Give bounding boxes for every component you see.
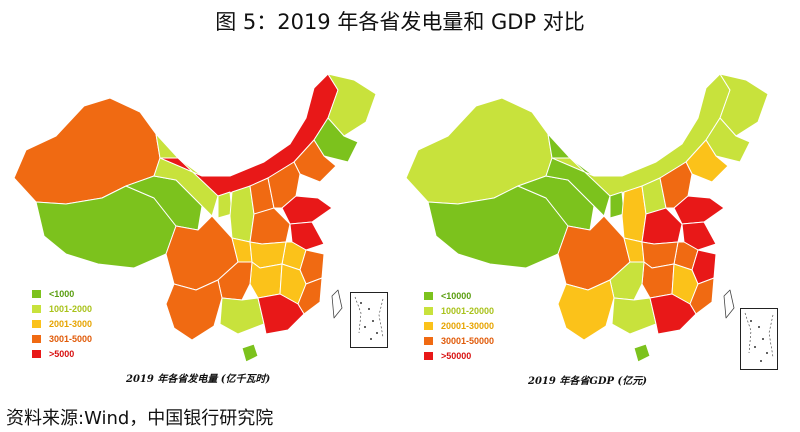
legend-item: 3001-5000 bbox=[32, 331, 92, 346]
caption-gdp: 2019 年各省GDP (亿元) bbox=[528, 376, 647, 387]
legend-gdp: <10000 10001-20000 20001-30000 30001-500… bbox=[424, 288, 494, 363]
region-jiangsu bbox=[681, 221, 717, 251]
region-heilongjiang bbox=[327, 73, 377, 137]
region-heilongjiang bbox=[719, 73, 769, 137]
legend-item: 1001-2000 bbox=[32, 301, 92, 316]
region-guangxi bbox=[219, 297, 265, 335]
figure-title: 图 5：2019 年各省发电量和 GDP 对比 bbox=[215, 10, 585, 34]
region-fujian bbox=[297, 277, 323, 315]
region-henan bbox=[249, 207, 291, 245]
region-henan bbox=[641, 207, 683, 245]
region-hunan bbox=[249, 261, 283, 299]
region-yunnan bbox=[557, 279, 615, 341]
region-taiwan bbox=[331, 289, 343, 319]
legend-item: 20001-30000 bbox=[424, 318, 494, 333]
legend-item: 10001-20000 bbox=[424, 303, 494, 318]
gdp-map bbox=[398, 58, 778, 378]
legend-power-generation: <1000 1001-2000 2001-3000 3001-5000 >500… bbox=[32, 286, 92, 361]
region-gansu bbox=[545, 133, 611, 217]
south-china-sea-inset-right bbox=[740, 308, 778, 370]
region-taiwan bbox=[723, 289, 735, 319]
region-shaanxi bbox=[229, 185, 255, 243]
region-yunnan bbox=[165, 279, 223, 341]
region-hainan bbox=[241, 343, 259, 363]
legend-item: 2001-3000 bbox=[32, 316, 92, 331]
caption-power-generation: 2019 年各省发电量 (亿千瓦时) bbox=[126, 374, 271, 385]
region-guangxi bbox=[611, 297, 657, 335]
source-note: 资料来源:Wind，中国银行研究院 bbox=[6, 408, 274, 429]
region-guangdong bbox=[257, 293, 305, 335]
legend-item: 30001-50000 bbox=[424, 333, 494, 348]
region-guangdong bbox=[649, 293, 697, 335]
region-jiangsu bbox=[289, 221, 325, 251]
legend-item: <1000 bbox=[32, 286, 92, 301]
south-china-sea-inset-left bbox=[350, 292, 388, 348]
region-hainan bbox=[633, 343, 651, 363]
region-shaanxi bbox=[621, 185, 647, 243]
region-gansu bbox=[153, 133, 219, 217]
power-generation-map bbox=[6, 58, 386, 378]
legend-item: <10000 bbox=[424, 288, 494, 303]
region-fujian bbox=[689, 277, 715, 315]
legend-item: >50000 bbox=[424, 348, 494, 363]
region-hunan bbox=[641, 261, 675, 299]
legend-item: >5000 bbox=[32, 346, 92, 361]
